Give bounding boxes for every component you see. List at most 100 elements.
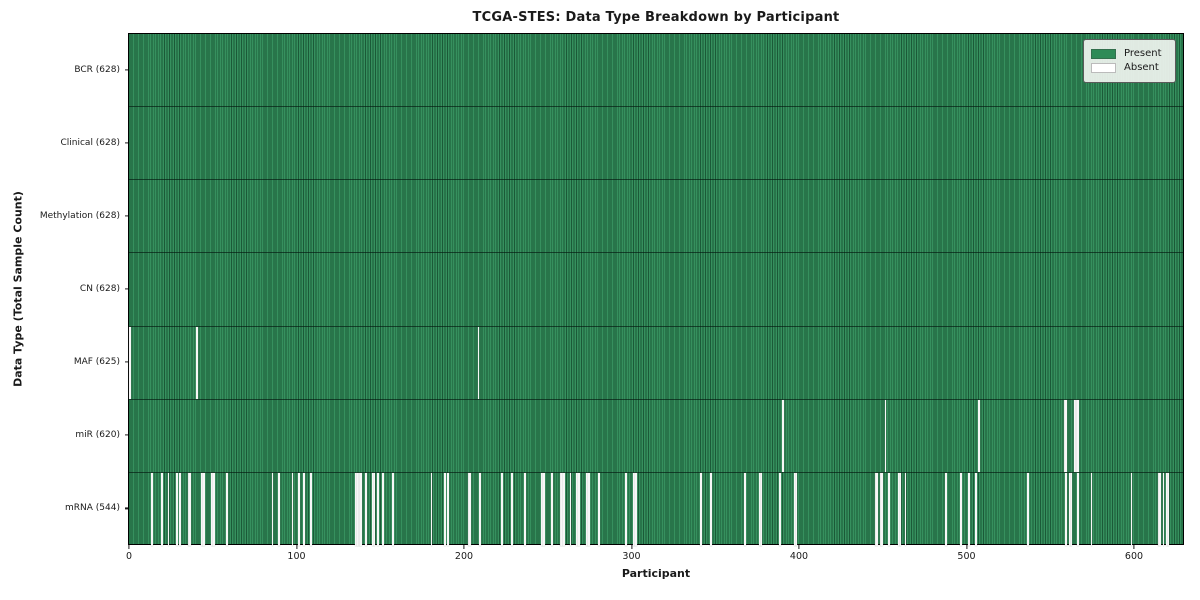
absent-mark bbox=[578, 472, 580, 546]
absent-mark bbox=[561, 472, 563, 546]
absent-mark bbox=[624, 472, 627, 546]
absent-mark bbox=[795, 472, 798, 546]
absent-mark bbox=[477, 326, 480, 399]
absent-mark bbox=[360, 472, 362, 546]
xtick-mark bbox=[965, 545, 968, 549]
absent-mark bbox=[541, 472, 543, 546]
absent-mark bbox=[187, 472, 190, 546]
absent-mark bbox=[1065, 399, 1068, 472]
absent-mark bbox=[794, 472, 796, 546]
absent-mark bbox=[1077, 399, 1079, 472]
absent-mark bbox=[444, 472, 446, 546]
absent-mark bbox=[1070, 472, 1073, 546]
xtick-label-400: 400 bbox=[789, 551, 809, 562]
absent-mark bbox=[959, 472, 962, 546]
absent-mark bbox=[271, 472, 274, 546]
xtick-label-200: 200 bbox=[454, 551, 474, 562]
row-band-maf bbox=[129, 326, 1183, 400]
absent-mark bbox=[1090, 472, 1093, 546]
ytick-mark bbox=[124, 142, 128, 144]
absent-mark bbox=[358, 472, 361, 546]
absent-mark bbox=[968, 472, 970, 546]
absent-mark bbox=[782, 399, 785, 472]
absent-mark bbox=[1068, 472, 1071, 546]
legend: Present Absent bbox=[1083, 39, 1176, 83]
absent-mark bbox=[291, 472, 294, 546]
absent-mark bbox=[160, 472, 163, 546]
absent-mark bbox=[469, 472, 471, 546]
absent-mark bbox=[196, 326, 198, 399]
row-band-mir bbox=[129, 399, 1183, 473]
xtick-mark bbox=[463, 545, 465, 549]
absent-mark bbox=[975, 472, 977, 546]
absent-mark bbox=[576, 472, 579, 546]
absent-mark bbox=[944, 472, 947, 546]
absent-mark bbox=[355, 472, 357, 546]
legend-entry-present: Present bbox=[1091, 49, 1168, 59]
xtick-label-600: 600 bbox=[1124, 551, 1144, 562]
ytick-label-mir: miR (620) bbox=[75, 430, 120, 441]
absent-mark bbox=[562, 472, 565, 546]
x-axis-label: Participant bbox=[621, 567, 691, 580]
absent-mark bbox=[129, 326, 131, 399]
absent-mark bbox=[392, 472, 394, 546]
xtick-mark bbox=[798, 545, 800, 549]
ytick-mark bbox=[124, 288, 128, 290]
present-swatch-icon bbox=[1091, 49, 1116, 59]
absent-mark bbox=[743, 472, 746, 546]
xtick-mark bbox=[1133, 545, 1135, 549]
absent-mark bbox=[1159, 472, 1161, 546]
absent-mark bbox=[1077, 472, 1079, 546]
plot-area bbox=[128, 33, 1184, 546]
xtick-label-500: 500 bbox=[957, 551, 976, 562]
absent-mark bbox=[524, 472, 527, 546]
ytick-label-maf: MAF (625) bbox=[73, 357, 120, 368]
legend-label-absent: Absent bbox=[1124, 62, 1159, 73]
absent-mark bbox=[559, 472, 562, 546]
absent-mark bbox=[447, 472, 450, 546]
absent-mark bbox=[779, 472, 781, 546]
absent-mark bbox=[760, 472, 763, 546]
ytick-mark bbox=[124, 68, 128, 71]
absent-mark bbox=[700, 472, 702, 546]
absent-mark bbox=[511, 472, 513, 546]
absent-mark bbox=[874, 472, 877, 546]
absent-mark bbox=[1075, 399, 1078, 472]
absent-mark bbox=[298, 472, 300, 546]
absent-mark bbox=[635, 472, 637, 546]
absent-mark bbox=[899, 472, 902, 546]
xtick-mark bbox=[295, 545, 298, 549]
xtick-mark bbox=[630, 545, 633, 549]
row-band-methylation bbox=[129, 180, 1183, 254]
legend-label-present: Present bbox=[1124, 48, 1162, 59]
absent-mark bbox=[978, 399, 981, 472]
absent-mark bbox=[588, 472, 590, 546]
absent-mark bbox=[1165, 472, 1168, 546]
absent-mark bbox=[551, 472, 553, 546]
absent-mark bbox=[881, 472, 883, 546]
ytick-mark bbox=[124, 507, 128, 510]
absent-mark bbox=[167, 472, 170, 546]
ytick-mark bbox=[124, 215, 128, 217]
absent-mark bbox=[201, 472, 203, 546]
ytick-label-clinical: Clinical (628) bbox=[60, 137, 120, 148]
row-band-bcr bbox=[129, 34, 1183, 108]
absent-mark bbox=[278, 472, 280, 546]
absent-mark bbox=[501, 472, 503, 546]
absent-mark bbox=[598, 472, 600, 546]
absent-mark bbox=[365, 472, 367, 546]
absent-mark bbox=[633, 472, 635, 546]
row-band-mrna bbox=[129, 472, 1183, 546]
absent-mark bbox=[1065, 472, 1068, 546]
absent-mark bbox=[904, 472, 907, 546]
absent-mark bbox=[212, 472, 215, 546]
ytick-label-mrna: mRNA (544) bbox=[65, 503, 120, 514]
absent-mark bbox=[1063, 399, 1066, 472]
absent-swatch-icon bbox=[1091, 63, 1116, 73]
absent-mark bbox=[758, 472, 761, 546]
absent-mark bbox=[430, 472, 433, 546]
absent-mark bbox=[202, 472, 205, 546]
absent-mark bbox=[179, 472, 182, 546]
absent-mark bbox=[1073, 399, 1076, 472]
